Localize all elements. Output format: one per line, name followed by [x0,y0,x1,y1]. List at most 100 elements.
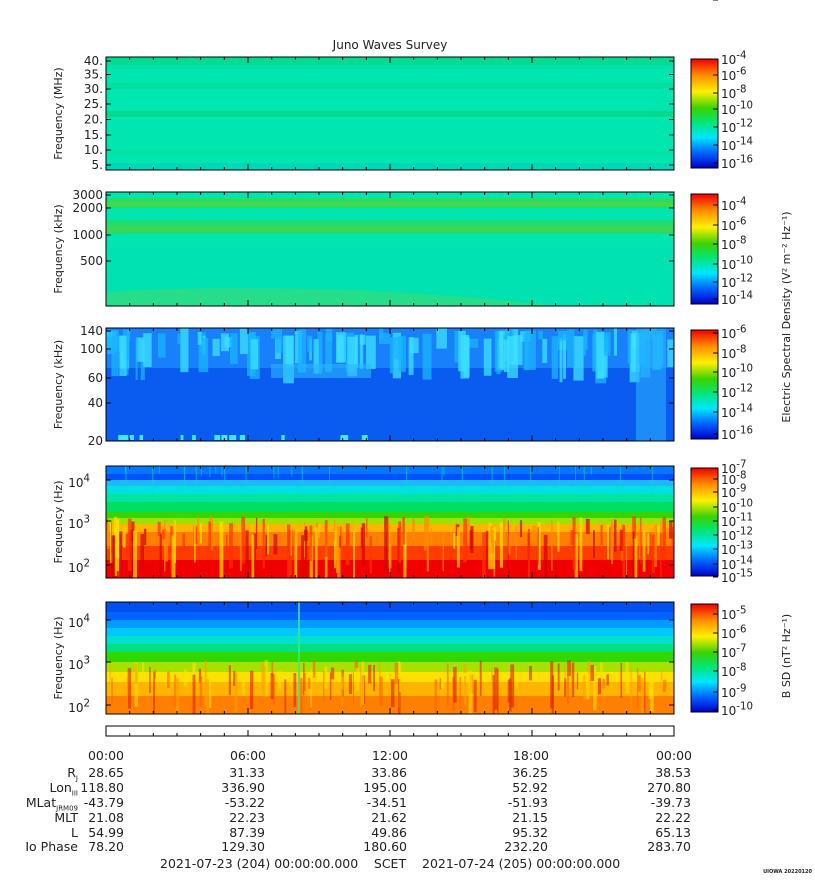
colorbar-tick-label: 10-8 [721,236,746,252]
emission-patch [379,328,384,339]
emission-streak [668,521,673,539]
emission-streak [360,527,363,548]
cbar-label-magnetic: B SD (nT² Hz⁻¹) [780,614,793,698]
spectrum-band [106,65,674,70]
emission-patch [460,334,470,379]
emission-streak [308,677,311,689]
emission-patch [496,330,501,375]
emission-streak [625,661,629,694]
emission-streak [532,525,537,543]
emission-streak [318,523,320,538]
emission-streak [564,678,567,697]
emission-streak [597,678,602,695]
emission-streak [503,532,505,546]
emission-patch [281,435,285,440]
emission-streak [114,516,118,576]
emission-streak [576,672,579,690]
emission-streak [434,679,438,714]
emission-streak [333,519,335,541]
emission-streak [253,533,257,578]
emission-streak [405,525,407,569]
emission-patch [177,333,181,344]
ephemeris-row-label: LonIII [49,780,78,798]
emission-patch [307,335,313,352]
spectrum-band [106,518,674,526]
ephemeris-row-label: MLatJRM09 [25,795,78,813]
emission-streak [379,676,383,706]
ephemeris-value: -39.73 [650,795,691,810]
emission-streak [651,534,655,573]
y-tick-label: 20 [88,434,103,448]
emission-streak [272,674,276,705]
emission-patch [389,337,395,374]
emission-streak [329,672,332,700]
y-tick-label: 103 [68,656,90,672]
ephemeris-value: 21.08 [88,810,124,825]
emission-streak [585,518,590,534]
emission-streak [119,531,122,578]
spectrogram-image [106,192,674,306]
ephemeris-value: 22.22 [655,810,691,825]
emission-streak [583,675,586,700]
emission-patch [551,336,559,379]
emission-streak [508,534,511,555]
emission-streak [273,534,278,555]
emission-streak [251,534,255,578]
emission-streak [174,674,177,708]
emission-patch [124,337,129,376]
emission-streak [557,521,560,552]
emission-streak [657,524,660,546]
footer-end-time: 2021-07-24 (205) 00:00:00.000 [422,856,621,871]
y-tick-label: 5. [92,158,103,172]
emission-streak [134,662,138,707]
emission-streak [463,518,468,563]
emission-streak [229,523,233,569]
emission-patch [221,435,228,440]
emission-streak [288,529,293,575]
emission-patch [111,330,119,377]
emission-streak [154,669,156,679]
emission-streak [660,533,662,578]
spectrogram-image [106,57,674,170]
emission-streak [261,660,264,690]
spectrogram-panel-3: 140 100 60 40 20 Frequency (kHz) 10-6 10-8 10-10… [52,324,753,448]
emission-streak [224,466,226,483]
emission-streak [442,531,445,572]
emission-streak [510,664,515,708]
emission-streak [671,526,674,561]
emission-patch [157,333,166,358]
emission-streak [338,534,340,578]
y-tick-label: 104 [68,474,90,490]
ephemeris-row-label: L [71,825,78,840]
ephemeris-value: 78.20 [88,839,124,854]
ephemeris-value: 31.33 [229,765,265,780]
ephemeris-value: 180.60 [363,839,407,854]
emission-streak [208,521,211,552]
emission-streak [241,672,246,696]
emission-streak [399,663,402,692]
emission-streak [660,669,663,681]
emission-streak [459,677,461,714]
emission-streak [636,668,639,709]
colorbar-tick-label: 10-10 [721,101,753,117]
emission-streak [514,678,518,690]
emission-streak [294,529,298,578]
y-tick-label: 104 [68,614,90,630]
emission-streak [340,525,342,548]
emission-streak [315,527,318,578]
emission-streak [634,535,638,578]
emission-streak [537,527,539,565]
emission-streak [345,523,350,565]
emission-streak [575,466,577,485]
emission-streak [412,518,415,541]
emission-patch [636,328,666,441]
emission-streak [199,523,202,544]
emission-patch [503,339,510,373]
emission-streak [557,663,560,691]
emission-patch [498,331,504,369]
emission-streak [665,527,669,540]
emission-streak [204,660,207,706]
y-axis-label: Frequency (kHz) [52,340,65,429]
emission-patch [559,337,563,383]
emission-patch [563,334,566,379]
